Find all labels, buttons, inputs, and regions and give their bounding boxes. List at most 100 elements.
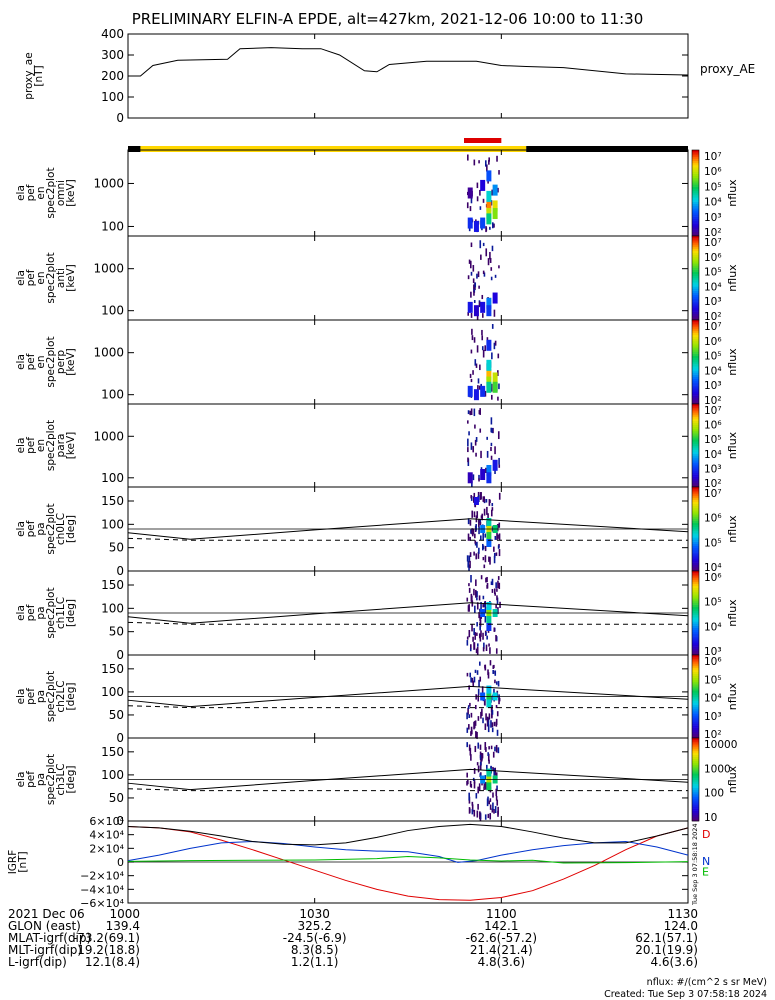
colorbar-spec-para: 10² 10³ 10⁴ 10⁵ 10⁶ 10⁷ nflux <box>691 403 739 490</box>
noise-streak <box>470 529 472 534</box>
colorbar-slice <box>692 804 699 807</box>
noise-streak <box>477 378 480 384</box>
x-axis-row-label: MLAT-igrf(dip) <box>8 931 91 945</box>
noise-streak <box>470 242 473 248</box>
colorbar-slice <box>692 376 699 380</box>
noise-streak <box>483 603 486 608</box>
noise-streak <box>494 446 496 455</box>
colorbar-slice <box>692 338 699 342</box>
noise-streak <box>467 458 470 467</box>
colorbar-tick-label: 10³ <box>704 646 722 658</box>
x-axis-row-value: -24.5(-6.9) <box>283 931 347 945</box>
noise-streak <box>479 811 481 820</box>
noise-streak <box>489 556 491 565</box>
colorbar-slice <box>692 775 699 778</box>
colorbar-slice <box>692 663 699 666</box>
colorbar-slice <box>692 180 699 183</box>
y-tick-label: 150 <box>101 745 124 759</box>
noise-streak <box>490 276 493 281</box>
colorbar-slice <box>692 692 699 695</box>
noise-streak <box>493 588 496 595</box>
noise-streak <box>494 340 497 346</box>
colorbar-slice <box>692 598 699 601</box>
noise-streak <box>494 806 497 814</box>
noise-streak <box>470 291 472 298</box>
colorbar-slice <box>692 188 699 192</box>
noise-streak <box>478 633 481 639</box>
colorbar-slice <box>692 301 699 304</box>
noise-streak <box>476 670 479 675</box>
y-axis-label-line: para <box>55 434 67 458</box>
noise-streak <box>476 511 479 519</box>
noise-streak <box>484 606 487 613</box>
noise-streak <box>470 575 472 583</box>
proxy-ae-line <box>128 47 689 77</box>
colorbar-slice <box>692 541 699 544</box>
colorbar-slice <box>692 796 699 799</box>
colorbar-slice <box>692 273 699 277</box>
colorbar-slice <box>692 271 699 275</box>
noise-streak <box>497 806 499 815</box>
noise-streak <box>473 588 475 596</box>
colorbar-slice <box>692 516 699 519</box>
noise-streak <box>498 697 500 705</box>
noise-streak <box>481 686 484 694</box>
colorbar-slice <box>692 336 699 340</box>
noise-streak <box>476 196 479 202</box>
noise-streak <box>467 779 469 785</box>
colorbar-slice <box>692 470 699 473</box>
colorbar-slice <box>692 269 699 272</box>
colorbar-slice <box>692 679 699 683</box>
noise-streak <box>480 630 482 637</box>
colorbar-slice <box>692 583 699 586</box>
heatmap-cell-3 <box>486 190 492 202</box>
colorbar-pa-ch1: 10³ 10⁴ 10⁵ 10⁶ nflux <box>691 570 739 658</box>
colorbar-tick-label: 10² <box>704 227 722 239</box>
colorbar-slice <box>692 785 699 789</box>
colorbar-tick-label: 10⁶ <box>704 513 722 525</box>
noise-streak <box>497 396 499 401</box>
igrf-legend-D: D <box>702 828 710 841</box>
colorbar-slice <box>692 698 699 701</box>
noise-streak <box>477 385 479 391</box>
noise-streak <box>494 670 497 676</box>
lc-solid-line <box>127 685 689 708</box>
colorbar-slice <box>692 435 699 438</box>
noise-streak <box>478 474 480 480</box>
noise-streak <box>477 786 479 794</box>
colorbar-slice <box>692 760 699 764</box>
noise-streak <box>484 742 487 751</box>
noise-streak <box>498 492 501 500</box>
colorbar-slice <box>692 671 699 674</box>
noise-streak <box>469 648 472 652</box>
noise-streak <box>474 745 477 753</box>
y-tick-label: 150 <box>101 662 124 676</box>
noise-streak <box>480 535 482 541</box>
noise-streak <box>468 564 470 572</box>
noise-streak <box>487 796 489 801</box>
noise-streak <box>487 258 490 266</box>
colorbar-slice <box>692 742 699 745</box>
noise-streak <box>466 712 468 720</box>
colorbar-slice <box>692 307 699 310</box>
y-axis-label-line: spec2plot <box>45 671 57 722</box>
colorbar-slice <box>692 802 699 805</box>
x-axis-row-value: 4.6(3.6) <box>650 955 698 969</box>
noise-streak <box>477 803 479 810</box>
colorbar-slice <box>692 472 699 475</box>
noise-streak <box>484 533 487 538</box>
created-timestamp: Created: Tue Sep 3 07:58:18 2024 <box>604 989 767 1000</box>
colorbar-slice <box>692 539 699 542</box>
noise-streak <box>472 496 475 503</box>
orbit-segment-2-eclipse <box>526 146 688 152</box>
y-axis-label-line: pef <box>25 269 37 286</box>
heatmap-cell-8 <box>473 220 479 232</box>
colorbar-slice <box>692 529 699 532</box>
colorbar-slice <box>692 418 699 421</box>
panel-frame-spec-omni <box>127 149 689 237</box>
colorbar-tick-label: 10⁶ <box>704 572 722 584</box>
colorbar-slice <box>692 750 699 753</box>
colorbar-tick-label: 10⁷ <box>704 405 722 417</box>
colorbar-slice <box>692 566 699 570</box>
noise-streak <box>489 660 492 666</box>
